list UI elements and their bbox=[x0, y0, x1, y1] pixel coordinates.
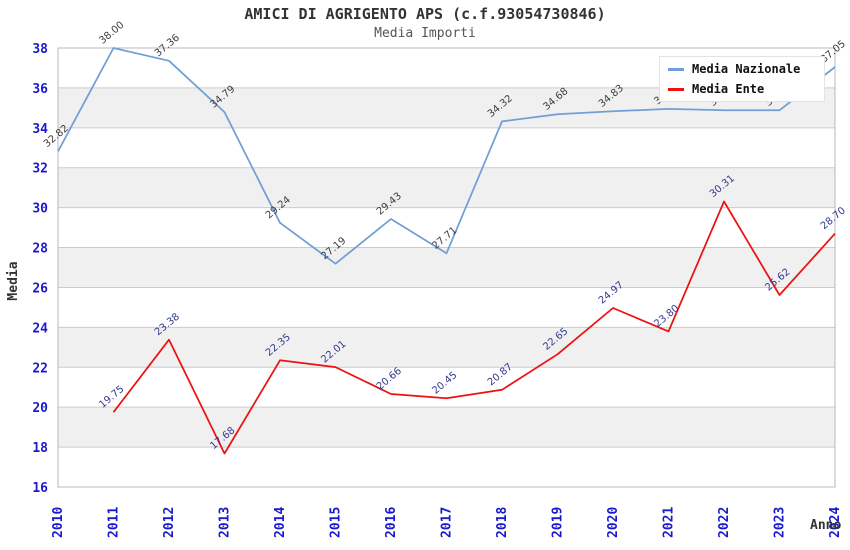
x-tick-label: 2011 bbox=[107, 507, 122, 538]
y-axis-title: Media bbox=[6, 261, 21, 300]
x-tick-label: 2023 bbox=[773, 507, 788, 538]
y-tick-label: 36 bbox=[32, 82, 48, 97]
y-tick-label: 20 bbox=[32, 401, 48, 416]
x-tick-label: 2018 bbox=[495, 507, 510, 538]
data-point-label: 37.36 bbox=[153, 32, 182, 59]
x-tick-label: 2017 bbox=[440, 507, 455, 538]
x-tick-label: 2021 bbox=[662, 507, 677, 538]
band bbox=[58, 407, 835, 448]
x-tick-label: 2014 bbox=[273, 507, 288, 538]
x-tick-label: 2015 bbox=[329, 507, 344, 538]
legend-label-nazionale: Media Nazionale bbox=[692, 62, 801, 76]
chart-title: AMICI DI AGRIGENTO APS (c.f.93054730846) bbox=[244, 5, 606, 23]
x-tick-label: 2022 bbox=[717, 507, 732, 538]
x-tick-label: 2012 bbox=[162, 507, 177, 538]
y-tick-label: 38 bbox=[32, 42, 48, 57]
x-axis-title: Anno bbox=[810, 518, 841, 533]
legend-item-media-nazionale: Media Nazionale bbox=[668, 62, 816, 76]
y-tick-label: 32 bbox=[32, 162, 48, 177]
y-tick-label: 24 bbox=[32, 321, 48, 336]
x-tick-label: 2013 bbox=[218, 507, 233, 538]
legend-swatch-nazionale-line-icon bbox=[668, 67, 684, 71]
series-line-media-ente bbox=[112, 200, 836, 455]
y-tick-label: 26 bbox=[32, 281, 48, 296]
x-tick-label: 2019 bbox=[551, 507, 566, 538]
data-point-label: 20.66 bbox=[375, 366, 404, 393]
band bbox=[58, 167, 835, 208]
legend-label-ente: Media Ente bbox=[692, 82, 765, 96]
plot-border bbox=[57, 47, 836, 488]
legend-swatch-ente-line-icon bbox=[668, 87, 684, 91]
y-tick-label: 34 bbox=[32, 122, 48, 137]
data-point-label: 38.00 bbox=[97, 20, 126, 47]
data-point-label: 20.45 bbox=[430, 370, 459, 397]
x-tick-label: 2010 bbox=[51, 507, 66, 538]
series-line-media-nazionale bbox=[57, 47, 836, 265]
x-tick-label: 2024 bbox=[828, 507, 843, 538]
x-tick-label: 2020 bbox=[606, 507, 621, 538]
y-tick-label: 28 bbox=[32, 242, 48, 257]
y-tick-label: 22 bbox=[32, 361, 48, 376]
x-tick-label: 2016 bbox=[384, 507, 399, 538]
data-point-label: 28.70 bbox=[819, 205, 848, 232]
chart-subtitle: Media Importi bbox=[374, 26, 476, 41]
legend: Media Nazionale Media Ente bbox=[659, 56, 825, 102]
y-tick-label: 16 bbox=[32, 481, 48, 496]
legend-item-media-ente: Media Ente bbox=[668, 82, 816, 96]
band bbox=[58, 327, 835, 368]
band bbox=[58, 247, 835, 288]
y-tick-label: 18 bbox=[32, 441, 48, 456]
y-tick-label: 30 bbox=[32, 202, 48, 217]
data-point-label: 19.75 bbox=[97, 384, 126, 411]
data-point-label: 23.80 bbox=[652, 303, 681, 330]
